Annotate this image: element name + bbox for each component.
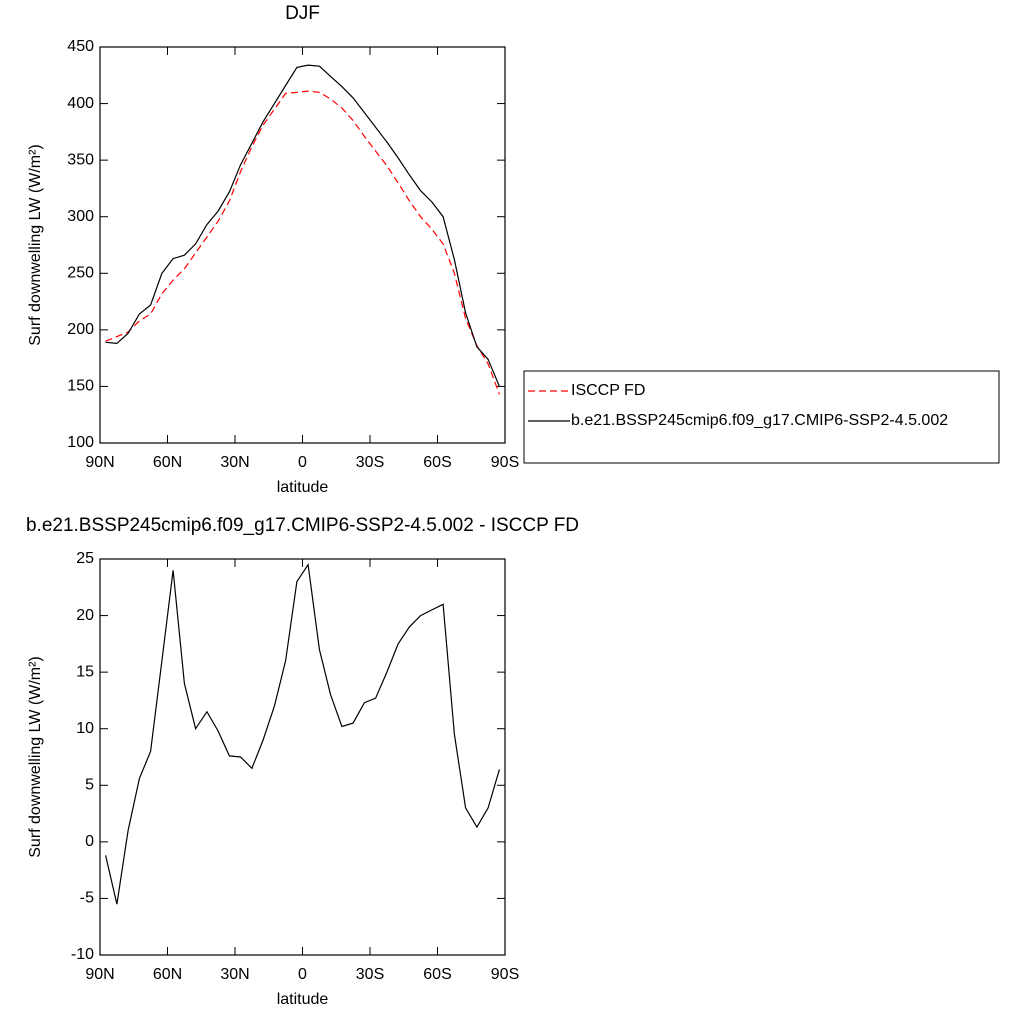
y-tick-label: 450 [67, 38, 94, 55]
y-tick-label: 0 [85, 833, 94, 850]
x-tick-label: 90N [85, 454, 114, 471]
y-axis-label: Surf downwelling LW (W/m²) [27, 144, 44, 346]
data-line [105, 563, 500, 905]
x-tick-label: 60N [153, 454, 182, 471]
x-tick-label: 90S [491, 966, 519, 983]
x-tick-label: 90N [85, 966, 114, 983]
y-tick-label: 250 [67, 265, 94, 282]
y-tick-label: 400 [67, 95, 94, 112]
x-tick-label: 0 [298, 454, 307, 471]
y-tick-label: 25 [76, 550, 94, 567]
x-tick-label: 30N [220, 454, 249, 471]
legend-label: ISCCP FD [571, 382, 645, 399]
chart-title: DJF [285, 3, 320, 24]
y-tick-label: -10 [71, 946, 94, 963]
legend-box [523, 370, 1000, 464]
x-tick-label: 30S [356, 966, 384, 983]
y-tick-label: 300 [67, 208, 94, 225]
x-axis-label: latitude [277, 991, 329, 1008]
plot-frame [99, 46, 506, 444]
y-axis-label: Surf downwelling LW (W/m²) [27, 656, 44, 858]
x-axis-label: latitude [277, 479, 329, 496]
y-tick-label: -5 [80, 890, 94, 907]
y-tick-label: 10 [76, 720, 94, 737]
x-tick-label: 30N [220, 966, 249, 983]
data-line [105, 64, 500, 387]
x-tick-label: 90S [491, 454, 519, 471]
y-tick-label: 20 [76, 607, 94, 624]
y-tick-label: 350 [67, 151, 94, 168]
legend-label: b.e21.BSSP245cmip6.f09_g17.CMIP6-SSP2-4.… [571, 412, 948, 429]
x-tick-label: 60S [423, 454, 451, 471]
y-tick-label: 5 [85, 777, 94, 794]
chart-title: b.e21.BSSP245cmip6.f09_g17.CMIP6-SSP2-4.… [26, 515, 579, 536]
x-tick-label: 60S [423, 966, 451, 983]
y-tick-label: 200 [67, 321, 94, 338]
data-line [105, 90, 500, 395]
x-tick-label: 60N [153, 966, 182, 983]
y-tick-label: 15 [76, 663, 94, 680]
x-tick-label: 0 [298, 966, 307, 983]
y-tick-label: 100 [67, 434, 94, 451]
x-tick-label: 30S [356, 454, 384, 471]
y-tick-label: 150 [67, 378, 94, 395]
